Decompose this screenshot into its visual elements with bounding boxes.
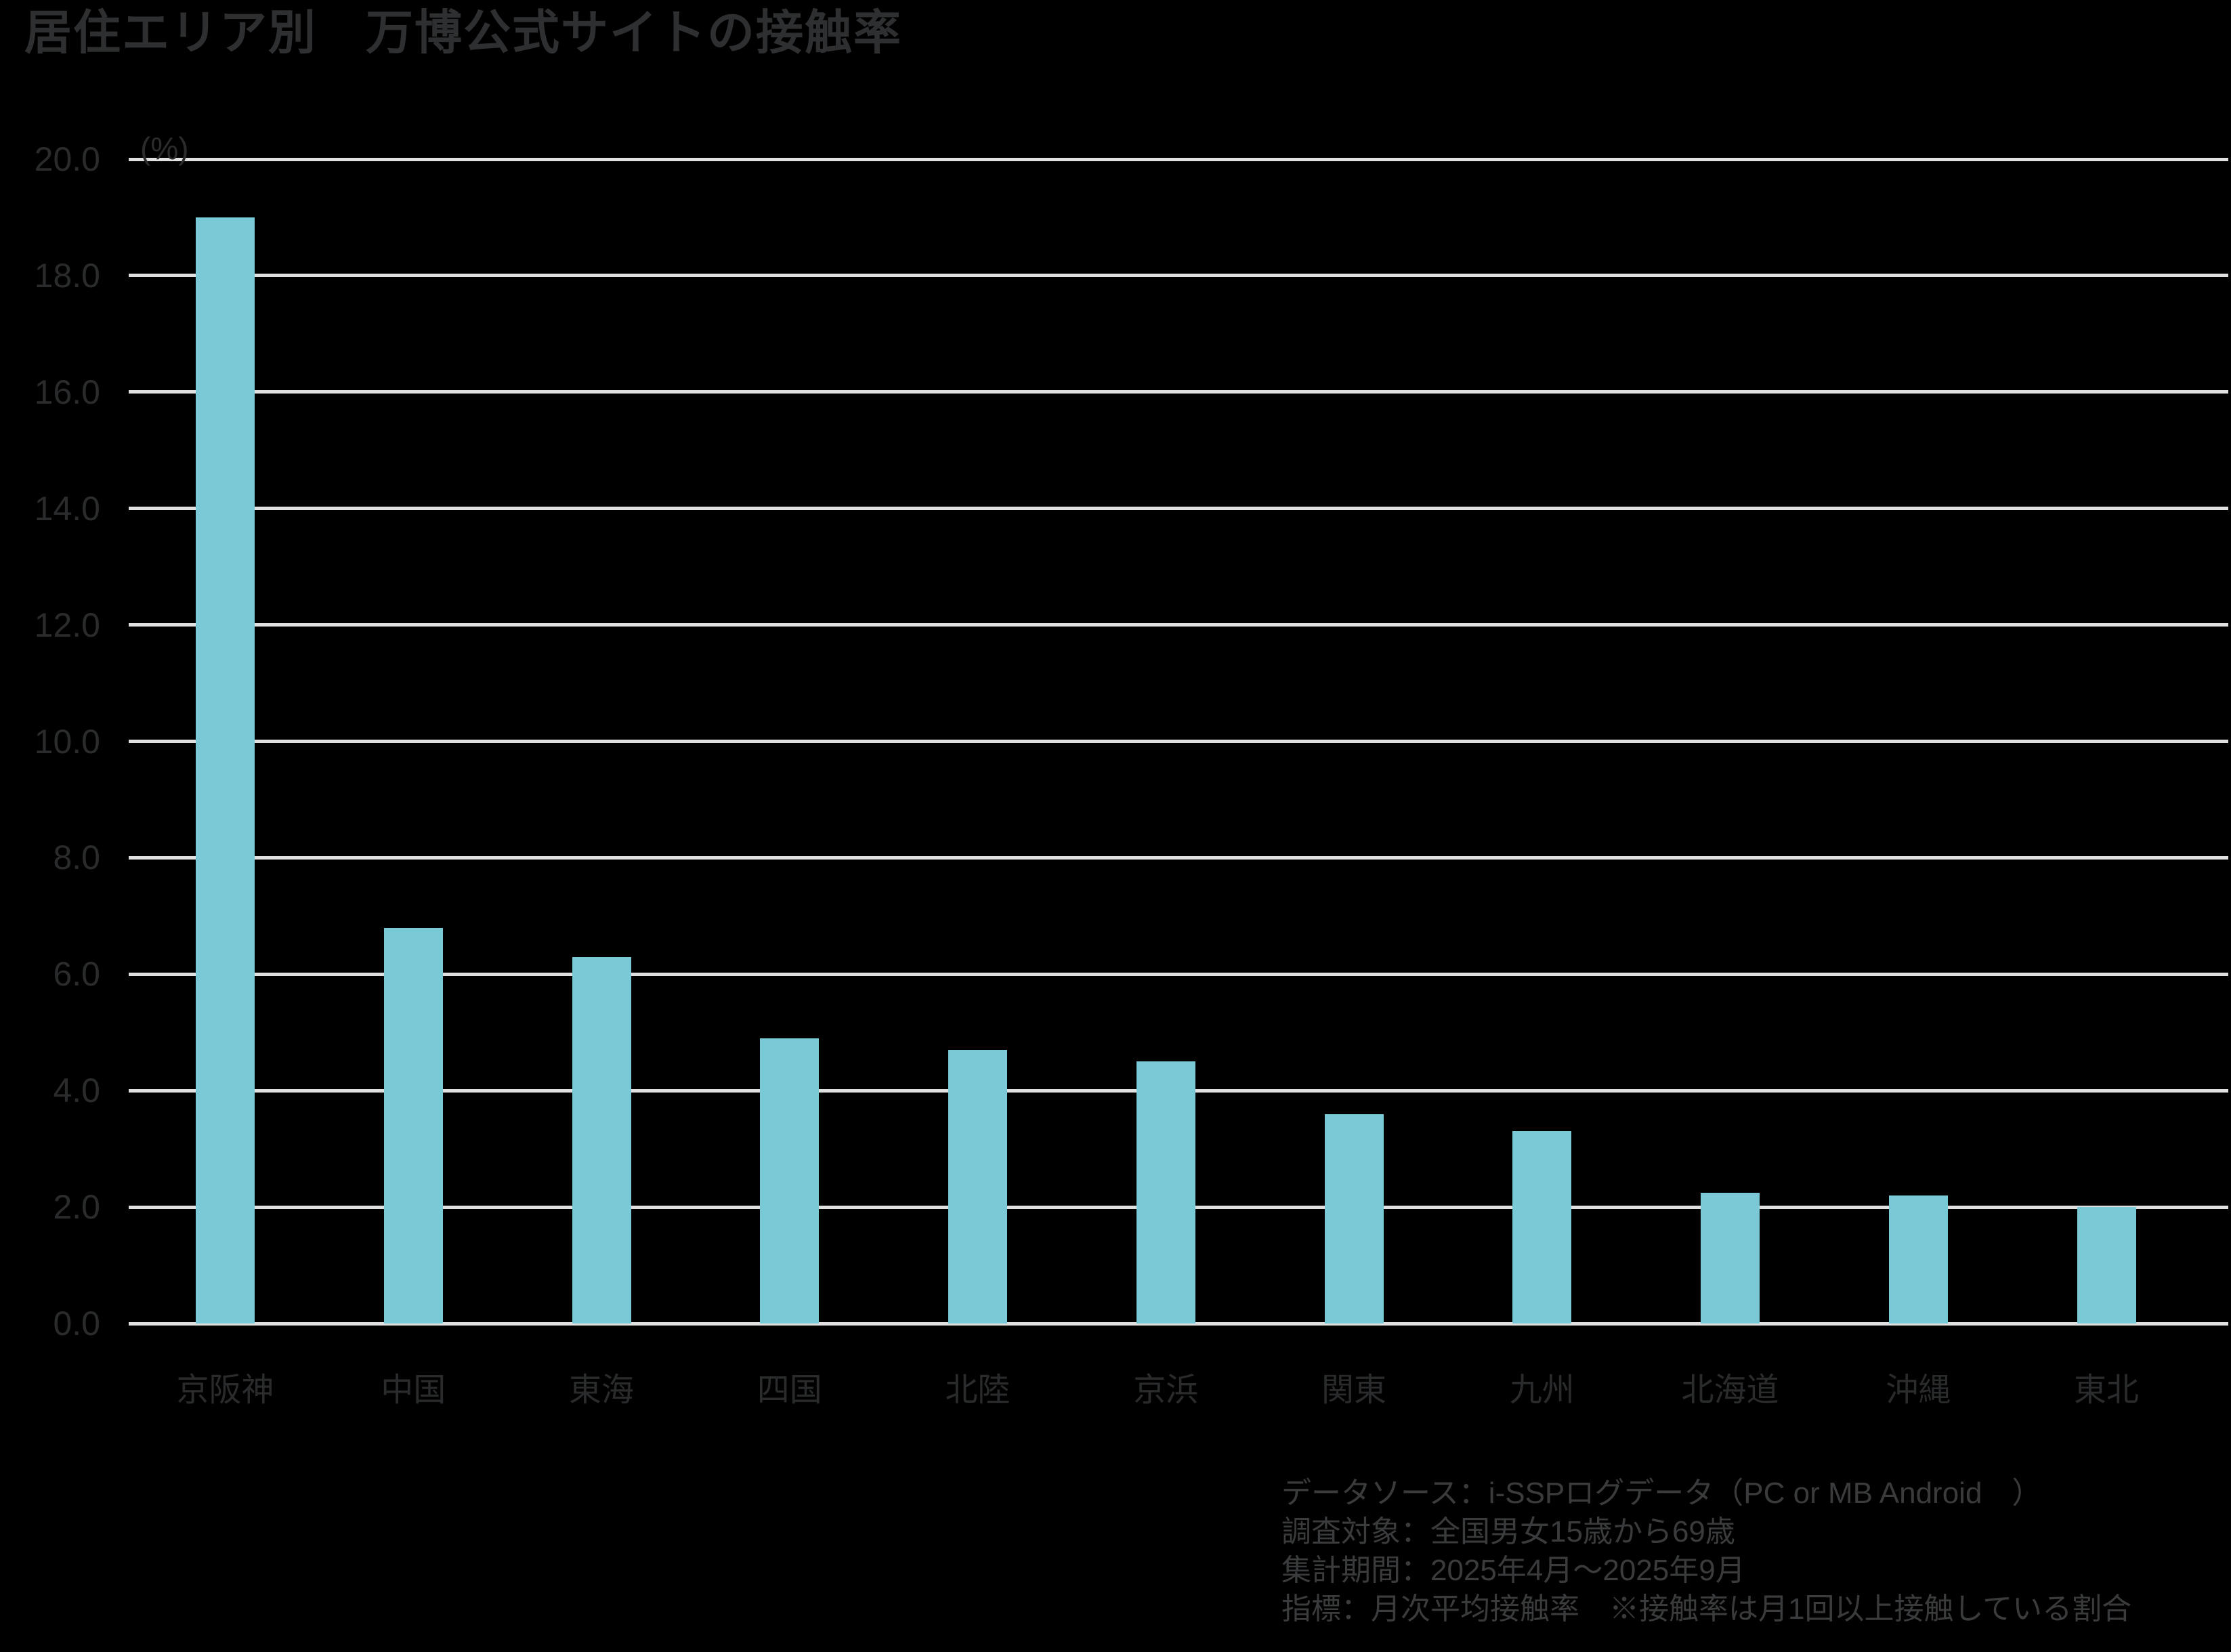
gridline-14.0 [129,507,2228,511]
y-tick-label-8.0: 8.0 [53,839,100,877]
y-tick-label-20.0: 20.0 [34,140,100,178]
y-tick-label-6.0: 6.0 [53,955,100,994]
x-axis-label-九州: 九州 [1509,1372,1575,1408]
gridline-10.0 [129,740,2228,743]
gridline-18.0 [129,274,2228,278]
bar-関東 [1324,1114,1384,1323]
x-axis-label-京阪神: 京阪神 [176,1372,274,1408]
y-tick-label-18.0: 18.0 [34,256,100,295]
bar-北海道 [1701,1192,1760,1323]
gridline-12.0 [129,623,2228,627]
x-axis-label-東海: 東海 [568,1372,635,1408]
x-axis-label-北海道: 北海道 [1681,1372,1779,1408]
footnotes-block: データソース：i-SSPログデータ（PC or MB Android ） 調査対… [1281,1474,2131,1628]
gridline-0.0 [129,1321,2228,1326]
y-tick-label-10.0: 10.0 [34,722,100,761]
bar-東北 [2077,1207,2136,1323]
bar-北陸 [948,1050,1007,1323]
bar-四国 [760,1038,820,1323]
y-tick-label-4.0: 4.0 [53,1072,100,1110]
footnote-period: 集計期間：2025年4月～2025年9月 [1281,1554,1745,1587]
gridline-8.0 [129,855,2228,860]
bar-九州 [1512,1131,1572,1323]
x-axis-label-北陸: 北陸 [945,1372,1011,1408]
gridline-20.0 [129,157,2228,161]
bar-京浜 [1136,1061,1195,1323]
y-tick-label-14.0: 14.0 [34,489,100,528]
y-tick-label-16.0: 16.0 [34,373,100,411]
x-axis-label-中国: 中国 [381,1372,446,1408]
x-axis-label-関東: 関東 [1321,1372,1387,1408]
bar-京阪神 [196,217,255,1323]
x-axis-label-東北: 東北 [2073,1372,2140,1408]
x-axis-label-京浜: 京浜 [1133,1372,1199,1408]
y-axis-unit-label: (%) [140,131,189,166]
chart-title: 居住エリア別 万博公式サイトの接触率 [24,6,902,59]
y-tick-label-2.0: 2.0 [53,1188,100,1227]
footnote-survey-target: 調査対象：全国男女15歳から69歳 [1281,1515,1735,1548]
x-axis-label-沖縄: 沖縄 [1886,1372,1951,1408]
bar-沖縄 [1888,1195,1948,1323]
footnote-data-source: データソース：i-SSPログデータ（PC or MB Android ） [1281,1477,2042,1510]
footnote-metric: 指標：月次平均接触率 ※接触率は月1回以上接触している割合 [1281,1592,2132,1626]
x-axis-label-四国: 四国 [757,1372,822,1408]
gridline-16.0 [129,390,2228,394]
bar-東海 [572,956,631,1323]
gridline-6.0 [129,972,2228,976]
y-tick-label-0.0: 0.0 [53,1305,100,1342]
bar-中国 [383,927,443,1323]
y-tick-label-12.0: 12.0 [34,606,100,644]
